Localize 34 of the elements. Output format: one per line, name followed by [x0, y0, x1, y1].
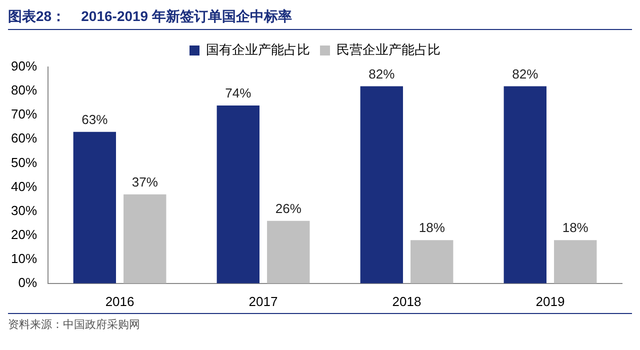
bar [73, 132, 116, 284]
data-label: 82% [368, 66, 396, 82]
y-tick-label: 70% [10, 106, 38, 122]
data-label: 18% [418, 220, 446, 236]
data-label: 63% [82, 112, 108, 127]
y-tick-label: 50% [10, 154, 38, 170]
bar [216, 105, 260, 284]
y-tick-label: 30% [10, 202, 38, 218]
y-tick-label: 80% [10, 82, 38, 98]
data-label: 18% [562, 220, 589, 236]
y-tick-label: 10% [10, 250, 38, 266]
y-tick-label: 0% [18, 274, 38, 290]
data-label: 74% [225, 86, 252, 101]
data-label: 37% [132, 174, 158, 190]
legend-label: 国有企业产能占比 [206, 42, 310, 58]
bar [554, 240, 597, 284]
y-tick-label: 60% [10, 130, 38, 146]
bar [410, 240, 454, 284]
x-tick-label: 2016 [105, 294, 134, 309]
y-tick-label: 20% [10, 226, 38, 242]
y-tick-label: 40% [10, 178, 38, 194]
x-tick-label: 2019 [536, 294, 565, 309]
bar [267, 220, 310, 284]
legend-label: 民营企业产能占比 [336, 42, 440, 58]
x-tick-label: 2017 [248, 294, 278, 309]
bar [360, 86, 403, 284]
bar [504, 86, 546, 284]
x-tick-label: 2018 [392, 294, 422, 309]
data-label: 82% [512, 66, 539, 82]
text: 资料来源：中国政府采购网 [8, 313, 632, 332]
y-tick-label: 90% [10, 58, 38, 74]
bar [124, 194, 166, 284]
data-label: 26% [275, 200, 302, 216]
chart-title: 图表28： 2016-2019 年新签订单国企中标率 [8, 8, 632, 30]
